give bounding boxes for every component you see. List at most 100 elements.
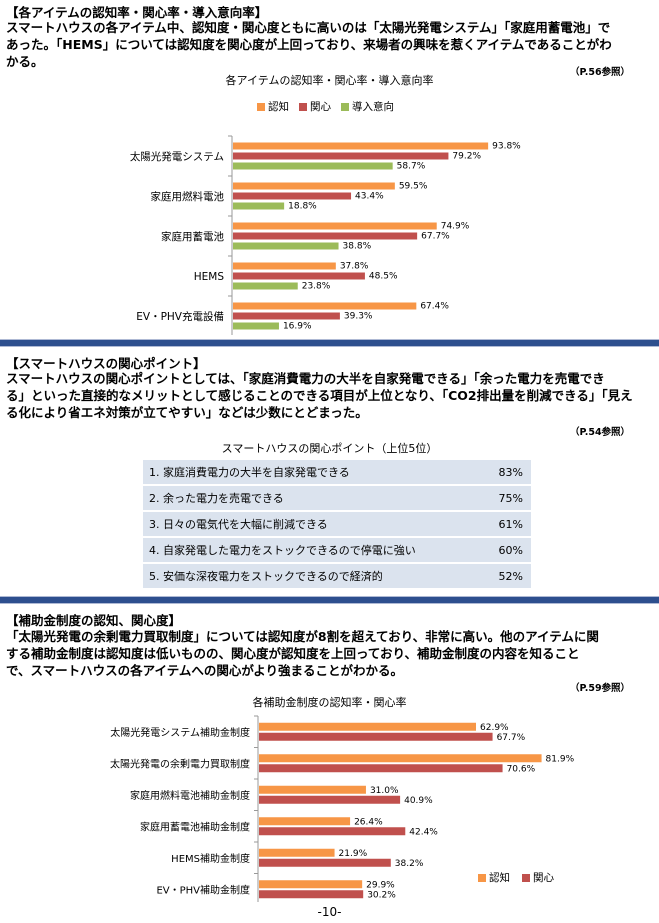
bar xyxy=(233,232,418,240)
table-cell-pct: 75% xyxy=(483,484,531,512)
data-label: 38.8% xyxy=(343,242,372,252)
bar xyxy=(233,262,336,270)
table-row: 5. 安価な深夜電力をストックできるので経済的 52% xyxy=(143,562,531,590)
category-label: 家庭用燃料電池 xyxy=(151,190,225,203)
bar xyxy=(233,272,365,280)
bar xyxy=(259,722,477,731)
section1-line: スマートハウスの各アイテム中、認知度・関心度ともに高いのは「太陽光発電システム」… xyxy=(6,20,611,35)
category-label: HEMS xyxy=(194,271,225,283)
bar xyxy=(259,785,366,794)
legend-label: 導入意向 xyxy=(352,101,394,113)
data-label: 31.0% xyxy=(370,786,399,796)
legend-label: 認知 xyxy=(489,872,510,884)
chart1-title: 各アイテムの認知率・関心率・導入意向率 xyxy=(225,74,434,87)
section2-heading: 【スマートハウスの関心ポイント】 xyxy=(6,356,206,371)
bar xyxy=(259,890,364,899)
legend-label: 関心 xyxy=(310,101,331,113)
table-cell-label: 2. 余った電力を売電できる xyxy=(143,484,484,512)
data-label: 67.4% xyxy=(420,302,449,312)
category-label: 家庭用蓄電池 xyxy=(161,230,224,243)
data-label: 67.7% xyxy=(421,232,450,242)
bar xyxy=(233,282,298,290)
legend-swatch xyxy=(522,873,530,882)
bar xyxy=(233,192,352,200)
chart2-svg: 太陽光発電システム補助金制度 62.9%67.7% 太陽光発電の余剰電力買取制度 81… xyxy=(110,715,575,902)
table-cell-label: 1. 家庭消費電力の大半を自家発電できる xyxy=(143,458,484,486)
category-label: 太陽光発電の余剰電力買取制度 xyxy=(110,757,250,770)
data-label: 62.9% xyxy=(480,723,509,733)
section1-line: あった。「HEMS」については認知度を関心度が上回っており、来場者の興味を惹くア… xyxy=(6,37,612,52)
data-label: 23.8% xyxy=(302,282,331,292)
data-label: 40.9% xyxy=(404,796,433,806)
legend-swatch xyxy=(257,102,265,111)
data-label: 37.8% xyxy=(340,262,369,272)
data-label: 43.4% xyxy=(355,192,384,202)
bar xyxy=(259,732,493,741)
table-cell-pct: 60% xyxy=(483,536,531,564)
table-cell-pct: 83% xyxy=(483,458,531,486)
table-title: スマートハウスの関心ポイント（上位5位） xyxy=(221,442,438,455)
data-label: 39.3% xyxy=(344,312,373,322)
bar xyxy=(259,827,406,836)
bar xyxy=(259,817,351,826)
data-label: 38.2% xyxy=(395,859,424,869)
bar xyxy=(233,182,395,190)
bar xyxy=(233,142,489,150)
bar xyxy=(259,795,401,804)
data-label: 58.7% xyxy=(397,162,426,172)
page-number: -10- xyxy=(317,905,342,919)
data-label: 74.9% xyxy=(441,222,470,232)
data-label: 42.4% xyxy=(409,827,438,837)
table-cell-label: 5. 安価な深夜電力をストックできるので経済的 xyxy=(143,562,484,590)
table-cell-pct: 52% xyxy=(483,562,531,590)
bar xyxy=(259,858,391,867)
data-label: 26.4% xyxy=(354,817,383,827)
bar xyxy=(233,322,279,330)
section-divider xyxy=(0,339,659,347)
bar xyxy=(233,242,339,250)
data-label: 79.2% xyxy=(452,152,481,162)
bar xyxy=(233,222,437,230)
section2-body: スマートハウスの関心ポイントとしては、「家庭消費電力の大半を自家発電できる」「余… xyxy=(6,370,652,421)
data-label: 16.9% xyxy=(283,322,312,332)
legend-swatch xyxy=(299,102,307,111)
chart2-title: 各補助金制度の認知率・関心率 xyxy=(252,696,407,709)
bar xyxy=(259,754,542,763)
section3-line: する補助金制度は認知度は低いものの、関心度が認知度を上回っており、補助金制度の内… xyxy=(6,646,580,661)
bar xyxy=(233,202,285,210)
data-label: 81.9% xyxy=(546,754,575,764)
data-label: 21.9% xyxy=(339,849,368,859)
section1-heading: 【各アイテムの認知率・関心率・導入意向率】 xyxy=(6,5,268,20)
section3-ref: （P.59参照） xyxy=(570,683,631,694)
section2-line: スマートハウスの関心ポイントとしては、「家庭消費電力の大半を自家発電できる」「余… xyxy=(6,371,605,386)
category-label: EV・PHV充電設備 xyxy=(136,310,224,323)
data-label: 29.9% xyxy=(366,880,395,890)
bar xyxy=(259,848,335,857)
section3-body: 「太陽光発電の余剰電力買取制度」については認知度が8割を超えており、非常に高い。… xyxy=(6,628,652,679)
section1-body: スマートハウスの各アイテム中、認知度・関心度ともに高いのは「太陽光発電システム」… xyxy=(6,19,652,70)
legend-swatch xyxy=(478,873,486,882)
section1-line: かる。 xyxy=(6,54,44,69)
bar xyxy=(259,764,503,773)
section2-line: る」といった直接的なメリットとして感じることのできる項目が上位となり、「CO2排… xyxy=(6,388,633,403)
table-row: 1. 家庭消費電力の大半を自家発電できる 83% xyxy=(143,458,531,486)
table-cell-label: 4. 自家発電した電力をストックできるので停電に強い xyxy=(143,536,484,564)
legend-item-kanshin: 関心 xyxy=(299,99,331,114)
legend-item-ninchi: 認知 xyxy=(478,870,510,885)
bar xyxy=(233,302,417,310)
category-label: HEMS補助金制度 xyxy=(171,852,250,865)
bar xyxy=(233,312,340,320)
data-label: 18.8% xyxy=(288,202,317,212)
data-label: 48.5% xyxy=(369,272,398,282)
data-label: 93.8% xyxy=(492,142,521,152)
table-row: 3. 日々の電気代を大幅に削減できる 61% xyxy=(143,510,531,538)
chart2-legend: 認知 関心 xyxy=(478,870,554,885)
table-cell-label: 3. 日々の電気代を大幅に削減できる xyxy=(143,510,484,538)
chart1-svg: 太陽光発電システム 93.8% 79.2% 58.7% 家庭用燃料電池 59.5% 43.4… xyxy=(130,135,521,335)
interest-points-table: 1. 家庭消費電力の大半を自家発電できる 83% 2. 余った電力を売電できる 75… xyxy=(143,458,531,590)
section2-ref: （P.54参照） xyxy=(570,427,631,438)
section3-heading: 【補助金制度の認知、関心度】 xyxy=(6,613,182,628)
table-row: 4. 自家発電した電力をストックできるので停電に強い 60% xyxy=(143,536,531,564)
bar xyxy=(233,152,449,160)
legend-item-ninchi: 認知 xyxy=(257,99,289,114)
